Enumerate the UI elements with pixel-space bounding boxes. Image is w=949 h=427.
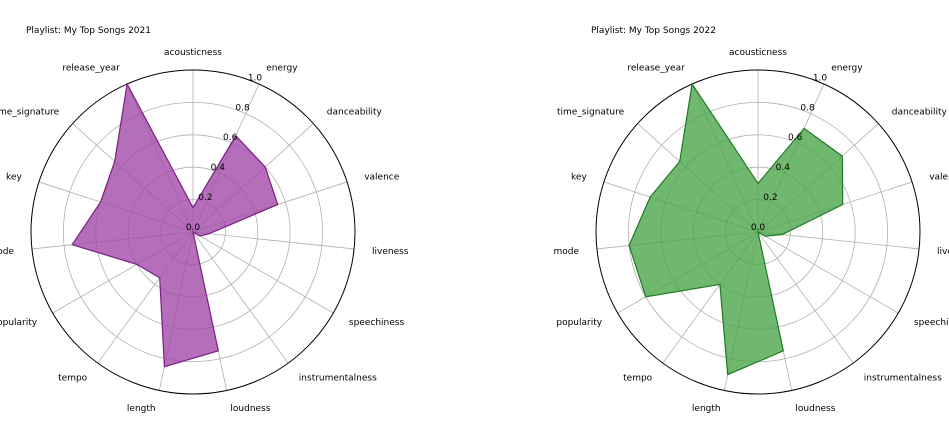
chart-title: Playlist: My Top Songs 2022: [591, 26, 716, 36]
category-label: danceability: [892, 108, 948, 118]
category-label: loudness: [795, 404, 835, 414]
category-label: liveness: [937, 247, 949, 257]
category-label: instrumentalness: [864, 374, 942, 384]
tick-label: 0.6: [223, 133, 238, 143]
tick-label: 0.2: [763, 193, 777, 203]
category-label: acousticness: [729, 48, 787, 58]
chart-title: Playlist: My Top Songs 2021: [26, 26, 151, 36]
category-label: length: [127, 404, 156, 414]
outer-frame: [595, 69, 921, 395]
category-label: mode: [0, 247, 14, 257]
tick-label: 0.4: [776, 163, 791, 173]
tick-label: 0.4: [211, 163, 226, 173]
category-label: valence: [364, 172, 400, 182]
category-label: mode: [553, 247, 579, 257]
category-label: release_year: [62, 64, 120, 74]
category-label: energy: [266, 64, 298, 74]
category-label: time_signature: [557, 108, 625, 118]
tick-label: 1.0: [813, 73, 828, 83]
spoke-line: [757, 231, 920, 250]
category-label: tempo: [623, 374, 653, 384]
tick-label: 1.0: [248, 73, 263, 83]
spoke-line: [757, 231, 899, 314]
spoke-line: [192, 231, 289, 364]
category-label: liveness: [372, 247, 409, 257]
outer-frame: [30, 69, 356, 395]
category-label: energy: [831, 64, 863, 74]
category-label: loudness: [230, 404, 270, 414]
category-label: popularity: [556, 318, 602, 328]
tick-label: 0.6: [788, 133, 803, 143]
tick-label: 0.0: [186, 223, 201, 233]
category-label: time_signature: [0, 108, 60, 118]
category-label: speechiness: [914, 318, 949, 328]
radar-chart-2021: Playlist: My Top Songs 2021 acousticness…: [0, 26, 409, 414]
category-label: valence: [929, 172, 949, 182]
category-label: popularity: [0, 318, 38, 328]
category-label: release_year: [627, 64, 685, 74]
category-label: key: [6, 172, 22, 182]
tick-label: 0.0: [751, 223, 766, 233]
category-label: speechiness: [349, 318, 405, 328]
category-label: instrumentalness: [299, 374, 377, 384]
category-label: tempo: [58, 374, 88, 384]
tick-label: 0.2: [198, 193, 212, 203]
category-label: length: [692, 404, 721, 414]
radar-chart-2022: Playlist: My Top Songs 2022 acousticness…: [553, 26, 949, 414]
category-label: acousticness: [164, 48, 222, 58]
data-polygon: [71, 82, 279, 368]
spoke-line: [757, 231, 854, 364]
tick-label: 0.8: [235, 103, 250, 113]
spoke-line: [192, 231, 355, 250]
data-polygon: [628, 82, 844, 376]
tick-label: 0.8: [800, 103, 815, 113]
category-label: key: [571, 172, 587, 182]
spoke-line: [192, 231, 334, 314]
grid-circle: [62, 101, 324, 363]
category-label: danceability: [327, 108, 383, 118]
